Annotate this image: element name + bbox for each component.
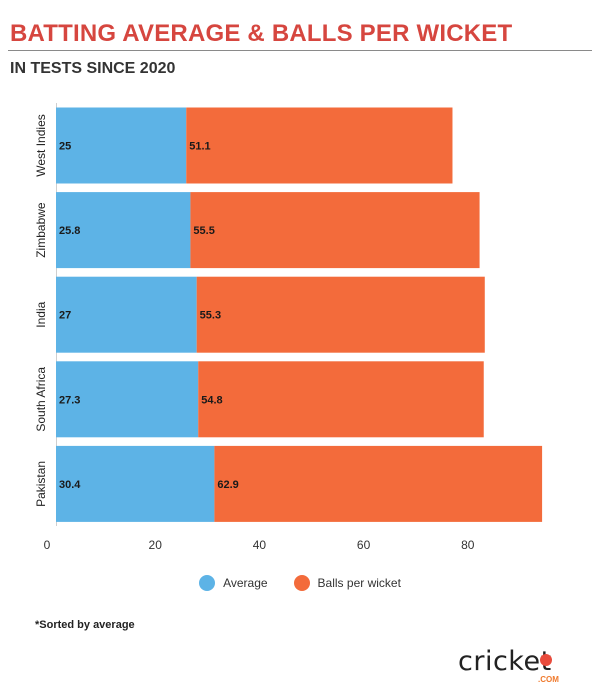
data-label-balls-per-wicket-india: 55.3 (200, 310, 221, 322)
bar-average-south-africa (56, 361, 199, 438)
bar-average-pakistan (56, 445, 215, 522)
title-divider (8, 50, 592, 51)
bar-balls-per-wicket-zimbabwe (190, 192, 480, 269)
logo-domain: .COM (538, 675, 559, 684)
data-label-balls-per-wicket-west-indies: 51.1 (189, 141, 210, 153)
logo-wordmark: cricket (458, 646, 552, 677)
legend-swatch-balls-per-wicket (293, 575, 310, 591)
data-label-balls-per-wicket-pakistan: 62.9 (217, 479, 238, 491)
footnote: *Sorted by average (35, 619, 135, 631)
chart-title: BATTING AVERAGE & BALLS PER WICKET (10, 20, 513, 47)
legend: Average Balls per wicket (0, 575, 600, 591)
data-label-balls-per-wicket-south-africa: 54.8 (201, 394, 222, 406)
x-tick-label-40: 40 (253, 538, 267, 552)
cricket-com-logo: cricket .COM (458, 648, 574, 684)
bar-average-india (56, 276, 197, 353)
data-label-average-pakistan: 30.4 (59, 479, 81, 491)
data-label-average-south-africa: 27.3 (59, 394, 80, 406)
x-tick-label-80: 80 (461, 538, 475, 552)
bar-balls-per-wicket-west-indies (186, 107, 453, 184)
bar-balls-per-wicket-india (196, 276, 485, 353)
bar-average-zimbabwe (56, 192, 191, 269)
x-tick-label-0: 0 (44, 538, 51, 552)
bar-balls-per-wicket-south-africa (198, 361, 484, 438)
data-label-average-west-indies: 25 (59, 141, 71, 153)
legend-item-average[interactable]: Average (199, 575, 268, 591)
data-label-average-zimbabwe: 25.8 (59, 225, 80, 237)
bar-chart: 25 51.1 West Indies 25.8 55.5 Zimbabwe 27 55.3 I… (34, 103, 543, 552)
chart-subtitle: IN TESTS SINCE 2020 (10, 60, 176, 77)
legend-swatch-average (199, 575, 216, 591)
data-label-average-india: 27 (59, 310, 71, 322)
category-label-west-indies: West Indies (34, 114, 48, 176)
legend-label-balls-per-wicket: Balls per wicket (317, 576, 401, 590)
category-label-india: India (34, 301, 48, 327)
logo-ball-icon (540, 654, 552, 666)
category-label-south-africa: South Africa (34, 367, 48, 432)
data-label-balls-per-wicket-zimbabwe: 55.5 (193, 225, 214, 237)
category-label-zimbabwe: Zimbabwe (34, 202, 48, 258)
x-tick-label-60: 60 (357, 538, 371, 552)
bar-balls-per-wicket-pakistan (214, 445, 543, 522)
bar-average-west-indies (56, 107, 187, 184)
category-label-pakistan: Pakistan (34, 461, 48, 507)
legend-item-balls-per-wicket[interactable]: Balls per wicket (293, 575, 401, 591)
legend-label-average: Average (223, 576, 268, 590)
x-tick-label-20: 20 (149, 538, 163, 552)
